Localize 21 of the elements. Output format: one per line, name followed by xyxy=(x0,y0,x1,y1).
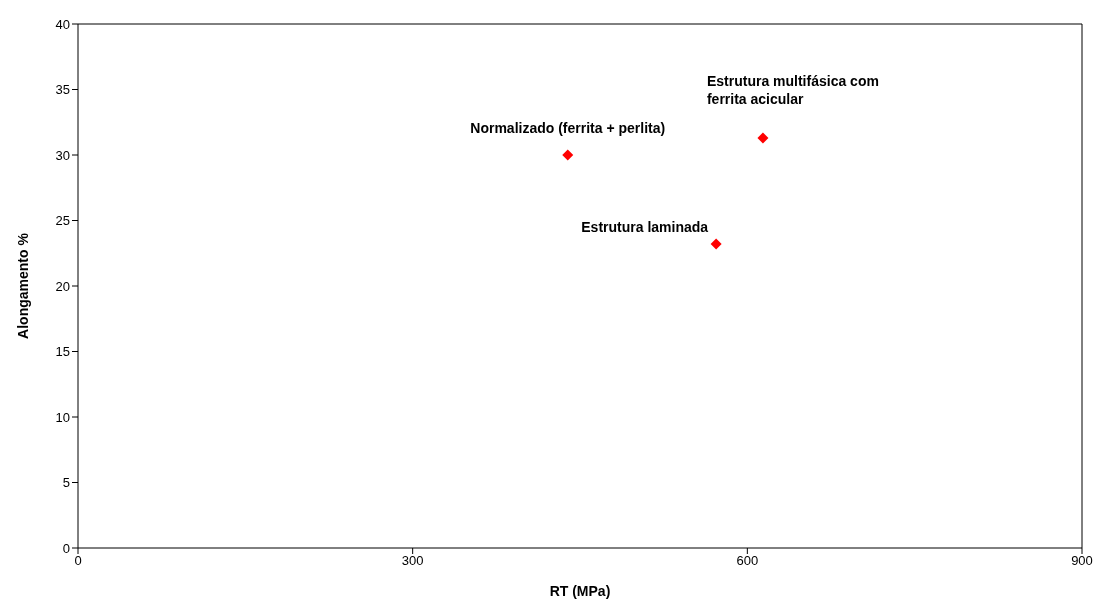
x-tick-label: 300 xyxy=(401,553,424,569)
y-tick-label: 35 xyxy=(55,82,70,98)
point xyxy=(757,132,769,144)
y-tick-label: 40 xyxy=(55,16,70,32)
annotation: Normalizado (ferrita + perlita) xyxy=(470,120,666,136)
point xyxy=(710,238,722,250)
x-tick-label: 0 xyxy=(74,553,82,569)
annotation: Estrutura multifásica com ferrita acicular xyxy=(706,72,879,107)
annotation: Estrutura laminada xyxy=(581,219,709,236)
x-axis-title: RT (MPa) xyxy=(549,583,611,599)
point xyxy=(562,149,574,161)
y-axis-title: Alongamento % xyxy=(14,232,31,339)
y-tick-label: 25 xyxy=(55,213,70,229)
y-tick-label: 5 xyxy=(62,475,70,491)
x-tick-label: 900 xyxy=(1071,553,1093,569)
y-tick-label: 15 xyxy=(55,344,70,360)
y-tick-label: 10 xyxy=(55,409,70,425)
y-tick-label: 30 xyxy=(55,147,70,163)
x-tick-label: 600 xyxy=(736,553,759,569)
y-tick-label: 0 xyxy=(62,540,70,556)
y-tick-label: 20 xyxy=(55,278,70,294)
